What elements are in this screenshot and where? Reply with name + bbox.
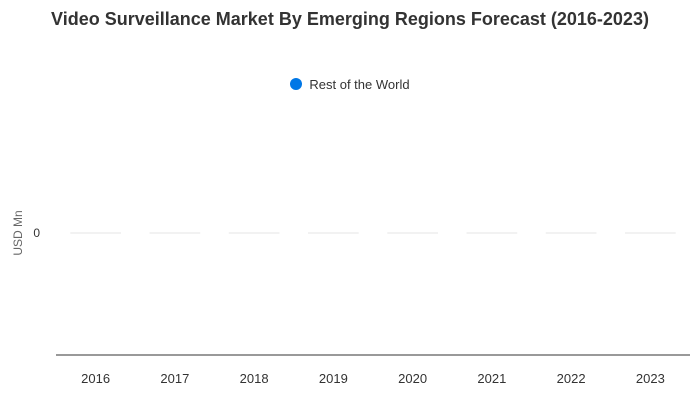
x-tick-labels: 2016 2017 2018 2019 2020 2021 2022 2023 (81, 371, 665, 386)
y-tick-labels: 0 (33, 226, 40, 240)
chart-title: Video Surveillance Market By Emerging Re… (51, 9, 649, 29)
x-tick-label: 2021 (477, 371, 506, 386)
legend-label: Rest of the World (309, 76, 410, 92)
y-axis-title: USD Mn (11, 210, 25, 255)
legend-swatch-icon (290, 78, 303, 90)
x-tick-label: 2019 (319, 371, 348, 386)
x-tick-label: 2020 (398, 371, 427, 386)
x-tick-label: 2016 (81, 371, 110, 386)
x-tick-label: 2022 (557, 371, 586, 386)
y-tick-label: 0 (33, 226, 40, 240)
x-tick-label: 2018 (240, 371, 269, 386)
legend: Rest of the World (0, 75, 700, 93)
x-tick-label: 2017 (160, 371, 189, 386)
legend-item-rest-of-the-world[interactable]: Rest of the World (290, 76, 410, 92)
x-tick-label: 2023 (636, 371, 665, 386)
